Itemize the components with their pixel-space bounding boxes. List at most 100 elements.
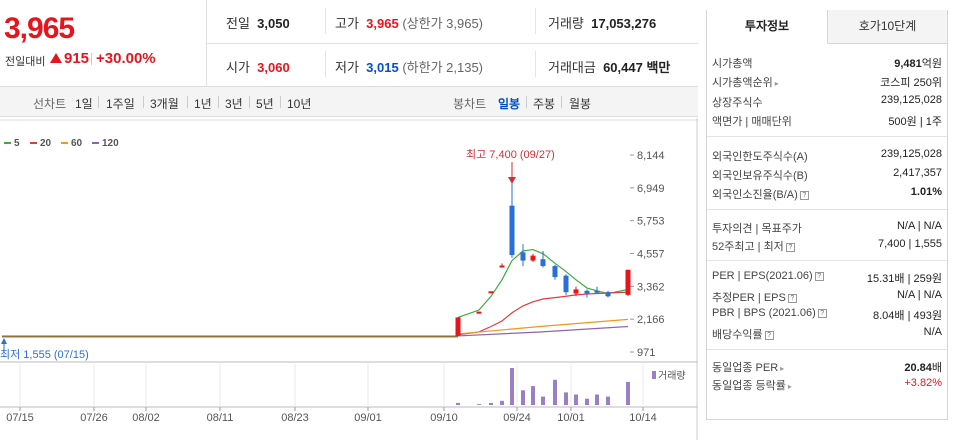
market-cap-unit: 억원 xyxy=(921,58,942,70)
legend-ma20: 20 xyxy=(30,138,51,149)
candle-body xyxy=(520,252,526,261)
tab-orderbook[interactable]: 호가10단계 xyxy=(828,10,947,44)
stat-label: 시가 xyxy=(226,60,250,75)
tab-period-5y[interactable]: 5년 xyxy=(256,97,274,111)
low-arrow-head xyxy=(1,338,7,344)
volume-bar xyxy=(553,379,557,405)
stat-prev-close: 전일 3,050 xyxy=(226,13,290,32)
candle-body xyxy=(455,317,461,336)
tab-period-1d[interactable]: 1일 xyxy=(75,97,93,111)
row-rank[interactable]: 시가총액순위 ▸ 코스피 250위 xyxy=(712,74,942,90)
tab-weekly[interactable]: 주봉 xyxy=(533,97,556,111)
row-foreign-hold: 외국인보유주식수(B) 2,417,357 xyxy=(712,167,942,183)
divider xyxy=(280,96,281,108)
divider xyxy=(207,43,698,44)
row-label: 52주최고 | 최저 xyxy=(712,241,784,253)
volume-bar xyxy=(456,402,460,405)
help-icon[interactable]: ? xyxy=(787,294,797,303)
help-icon[interactable]: ? xyxy=(817,309,827,318)
volume-bar xyxy=(489,402,493,405)
stat-value: 60,447 백만 xyxy=(603,60,671,75)
row-52w: 52주최고 | 최저? 7,400 | 1,555 xyxy=(712,238,942,254)
price-chart[interactable]: 8,144 6,949 5,753 4,557 3,362 2,166 971 07/15 07… xyxy=(0,118,698,440)
row-value: N/A | N/A xyxy=(896,289,942,301)
tab-period-10y[interactable]: 10년 xyxy=(287,97,312,111)
help-icon[interactable]: ? xyxy=(764,331,774,340)
stat-label: 고가 xyxy=(335,16,359,31)
candle-body xyxy=(605,292,611,297)
candle-body xyxy=(573,289,579,294)
industry-per-number: 20.84 xyxy=(904,362,932,374)
row-label: 동일업종 PER xyxy=(712,362,779,374)
volume-bar xyxy=(531,386,535,405)
row-industry-per[interactable]: 동일업종 PER ▸ 20.84배 xyxy=(712,359,942,375)
stat-amount: 거래대금 60,447 백만 xyxy=(548,57,670,76)
x-tick-label: 08/11 xyxy=(207,412,234,424)
candle-body xyxy=(530,255,536,261)
x-tick-label: 07/15 xyxy=(6,412,34,424)
y-tick-label: 8,144 xyxy=(637,150,665,162)
current-price: 3,965 xyxy=(4,12,75,45)
volume-bar xyxy=(564,392,568,405)
candle-body xyxy=(540,259,546,267)
tab-line-chart[interactable]: 선차트 xyxy=(33,97,67,111)
tab-period-1y[interactable]: 1년 xyxy=(194,97,212,111)
help-icon[interactable]: ? xyxy=(785,243,795,252)
bps-unit: 원 xyxy=(931,310,942,322)
row-value: 2,417,357 xyxy=(893,167,942,179)
row-value: 코스피 250위 xyxy=(880,77,942,89)
divider xyxy=(535,8,536,34)
row-label: 외국인보유주식수(B) xyxy=(712,170,808,182)
row-label: 투자의견 | 목표주가 xyxy=(712,223,802,235)
tab-period-1w[interactable]: 1주일 xyxy=(106,97,135,111)
chevron-right-icon: ▸ xyxy=(780,364,785,373)
row-value: N/A | N/A xyxy=(896,220,942,232)
row-market-cap: 시가총액 9,481억원 xyxy=(712,55,942,71)
tab-investment-info[interactable]: 투자정보 xyxy=(707,10,828,44)
volume-bar xyxy=(500,400,504,405)
volume-bar xyxy=(574,394,578,405)
legend-ma120: 120 xyxy=(92,138,119,149)
tab-candle-chart[interactable]: 봉차트 xyxy=(453,97,487,111)
divider xyxy=(707,349,947,350)
change-value: 915 xyxy=(64,50,90,67)
eps-number: 259 xyxy=(913,273,932,285)
x-tick-label: 09/24 xyxy=(503,412,531,424)
row-label: 외국인한도주식수(A) xyxy=(712,151,808,163)
legend-swatch xyxy=(61,142,68,145)
stat-label: 거래량 xyxy=(548,16,584,31)
help-icon[interactable]: ? xyxy=(799,191,809,200)
divider xyxy=(526,96,527,108)
candle-body xyxy=(552,266,558,278)
ma120-line xyxy=(457,325,629,337)
candle-body xyxy=(476,311,482,314)
row-value: 20.84배 xyxy=(904,359,942,375)
market-cap-number: 9,481 xyxy=(894,58,922,70)
row-opinion: 투자의견 | 목표주가 N/A | N/A xyxy=(712,220,942,236)
divider xyxy=(325,8,326,34)
tab-period-3m[interactable]: 3개월 xyxy=(150,97,179,111)
price-block xyxy=(0,0,207,86)
tab-period-3y[interactable]: 3년 xyxy=(225,97,243,111)
stat-open: 시가 3,060 xyxy=(226,57,290,76)
y-tick-label: 6,949 xyxy=(637,183,665,195)
tab-daily[interactable]: 일봉 xyxy=(498,97,521,111)
row-label: 시가총액순위 xyxy=(712,77,773,89)
ma20-line xyxy=(457,291,629,336)
legend-label: 20 xyxy=(40,138,52,149)
divider xyxy=(325,51,326,77)
row-label: 시가총액 xyxy=(712,58,753,70)
row-value: 9,481억원 xyxy=(894,55,942,71)
row-value: 7,400 | 1,555 xyxy=(877,238,942,250)
volume-bar xyxy=(595,394,599,405)
volume-bar xyxy=(510,368,514,405)
row-label: 동일업종 등락률 xyxy=(712,380,786,392)
row-industry-change[interactable]: 동일업종 등락률 ▸ +3.82% xyxy=(712,377,942,393)
up-arrow-icon xyxy=(50,53,62,63)
row-value: N/A xyxy=(923,326,942,338)
candle-body xyxy=(488,291,494,294)
help-icon[interactable]: ? xyxy=(814,272,824,281)
tab-monthly[interactable]: 월봉 xyxy=(569,97,592,111)
stat-volume: 거래량 17,053,276 xyxy=(548,13,656,32)
x-tick-label: 10/01 xyxy=(557,412,585,424)
